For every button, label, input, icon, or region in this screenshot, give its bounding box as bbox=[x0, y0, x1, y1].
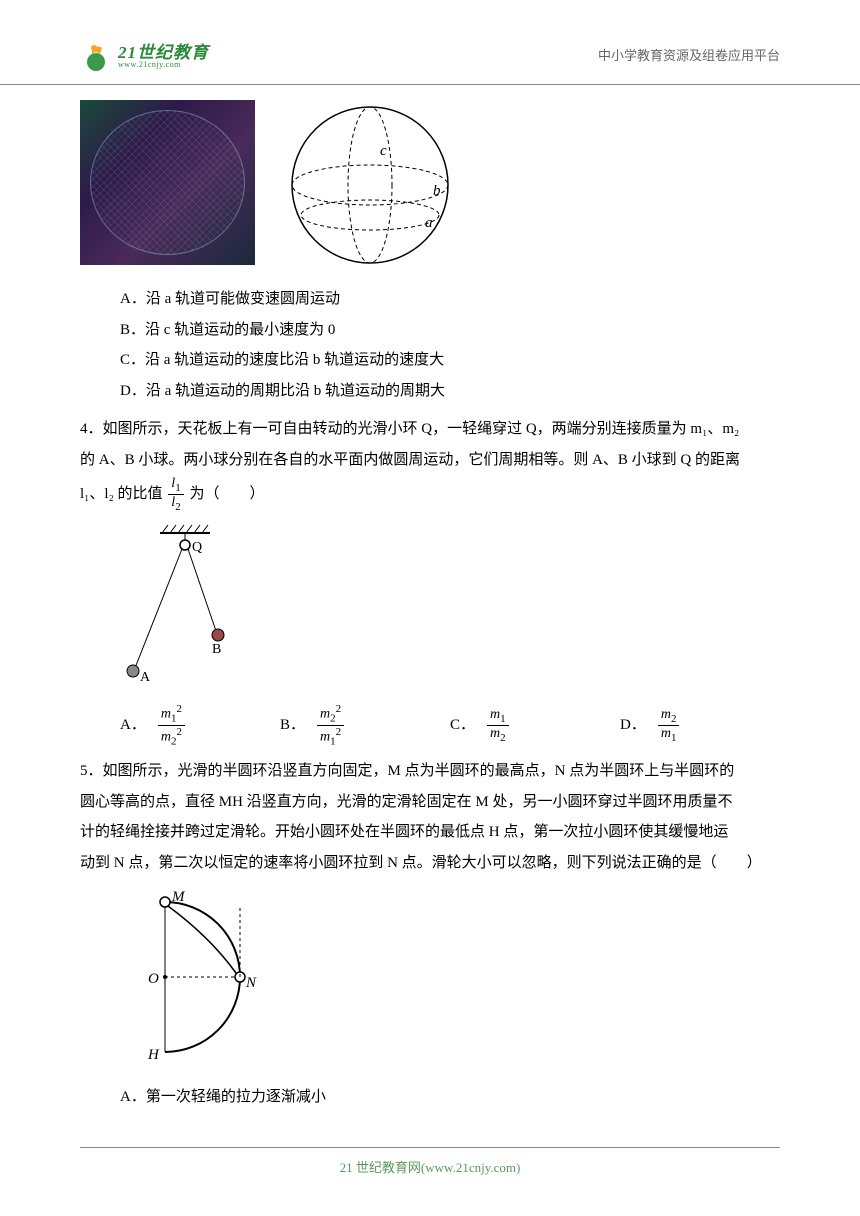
q5-line-4: 动到 N 点，第二次以恒定的速率将小圆环拉到 N 点。滑轮大小可以忽略，则下列说… bbox=[80, 849, 780, 878]
sphere-diagram: c b a bbox=[285, 100, 455, 270]
svg-text:b: b bbox=[433, 183, 441, 199]
header-right-text: 中小学教育资源及组卷应用平台 bbox=[598, 44, 780, 69]
q3-option-a: A．沿 a 轨道可能做变速圆周运动 bbox=[80, 285, 780, 314]
logo-icon bbox=[80, 40, 112, 72]
q4-line-2: 的 A、B 小球。两小球分别在各自的水平面内做圆周运动，它们周期相等。则 A、B… bbox=[80, 446, 780, 475]
q4-option-b: B． m22 m12 bbox=[280, 703, 450, 747]
q3-option-b: B．沿 c 轨道运动的最小速度为 0 bbox=[80, 316, 780, 345]
q4-opt-a-fraction: m12 m22 bbox=[158, 703, 185, 747]
q5-number: 5． bbox=[80, 763, 103, 779]
svg-text:Q: Q bbox=[192, 540, 202, 555]
logo-main-text: 21世纪教育 bbox=[118, 44, 209, 61]
q4-opt-d-label: D． bbox=[620, 711, 646, 740]
svg-text:M: M bbox=[171, 889, 186, 905]
q4-options: A． m12 m22 B． m22 m12 C． m1 m2 D． m2 m1 bbox=[80, 703, 780, 747]
svg-text:O: O bbox=[148, 971, 159, 987]
q5-line-3: 计的轻绳拴接并跨过定滑轮。开始小圆环处在半圆环的最低点 H 点，第一次拉小圆环使… bbox=[80, 818, 780, 847]
q4-opt-c-label: C． bbox=[450, 711, 475, 740]
q3-option-d: D．沿 a 轨道运动的周期比沿 b 轨道运动的周期大 bbox=[80, 377, 780, 406]
q5-line-2: 圆心等高的点，直径 MH 沿竖直方向，光滑的定滑轮固定在 M 处，另一小圆环穿过… bbox=[80, 788, 780, 817]
content-area: c b a A．沿 a 轨道可能做变速圆周运动 B．沿 c 轨道运动的最小速度为… bbox=[0, 100, 860, 1111]
svg-text:H: H bbox=[147, 1047, 160, 1063]
q3-photo bbox=[80, 100, 255, 265]
pendulum-diagram: Q A B bbox=[120, 523, 780, 694]
q4-text-3-suffix: 为（ ） bbox=[189, 486, 264, 502]
q4-opt-b-fraction: m22 m12 bbox=[317, 703, 344, 747]
q4-option-c: C． m1 m2 bbox=[450, 703, 620, 747]
logo-sub-text: www.21cnjy.com bbox=[118, 61, 209, 69]
q4-text-3-prefix: l₁、l₂ 的比值 bbox=[80, 486, 163, 502]
q4-line-1: 4．如图所示，天花板上有一可自由转动的光滑小环 Q，一轻绳穿过 Q，两端分别连接… bbox=[80, 415, 780, 444]
q3-images: c b a bbox=[80, 100, 780, 270]
q4-opt-b-label: B． bbox=[280, 711, 305, 740]
q4-main-fraction: l1 l2 bbox=[168, 476, 183, 513]
q4-number: 4． bbox=[80, 421, 103, 437]
q4-opt-d-fraction: m2 m1 bbox=[658, 707, 680, 744]
svg-text:A: A bbox=[140, 670, 151, 683]
svg-text:a: a bbox=[425, 215, 433, 231]
q3-option-c: C．沿 a 轨道运动的速度比沿 b 轨道运动的速度大 bbox=[80, 346, 780, 375]
logo-text: 21世纪教育 www.21cnjy.com bbox=[118, 44, 209, 69]
q4-line-3: l₁、l₂ 的比值 l1 l2 为（ ） bbox=[80, 476, 780, 513]
page-header: 21世纪教育 www.21cnjy.com 中小学教育资源及组卷应用平台 bbox=[0, 0, 860, 85]
page-footer: 21 世纪教育网(www.21cnjy.com) bbox=[80, 1147, 780, 1181]
q4-opt-a-label: A． bbox=[120, 711, 146, 740]
q4-option-d: D． m2 m1 bbox=[620, 703, 681, 747]
q5-line-1: 5．如图所示，光滑的半圆环沿竖直方向固定，M 点为半圆环的最高点，N 点为半圆环… bbox=[80, 757, 780, 786]
svg-text:B: B bbox=[212, 642, 221, 657]
svg-text:N: N bbox=[245, 975, 257, 991]
q4-option-a: A． m12 m22 bbox=[120, 703, 280, 747]
q5-option-a: A．第一次轻绳的拉力逐渐减小 bbox=[80, 1083, 780, 1112]
q5-text-1: 如图所示，光滑的半圆环沿竖直方向固定，M 点为半圆环的最高点，N 点为半圆环上与… bbox=[103, 763, 735, 779]
q4-text-1: 如图所示，天花板上有一可自由转动的光滑小环 Q，一轻绳穿过 Q，两端分别连接质量… bbox=[103, 421, 740, 437]
logo: 21世纪教育 www.21cnjy.com bbox=[80, 40, 209, 72]
semicircle-diagram: M N O H bbox=[120, 887, 780, 1078]
q4-opt-c-fraction: m1 m2 bbox=[487, 707, 509, 744]
svg-text:c: c bbox=[380, 143, 387, 159]
